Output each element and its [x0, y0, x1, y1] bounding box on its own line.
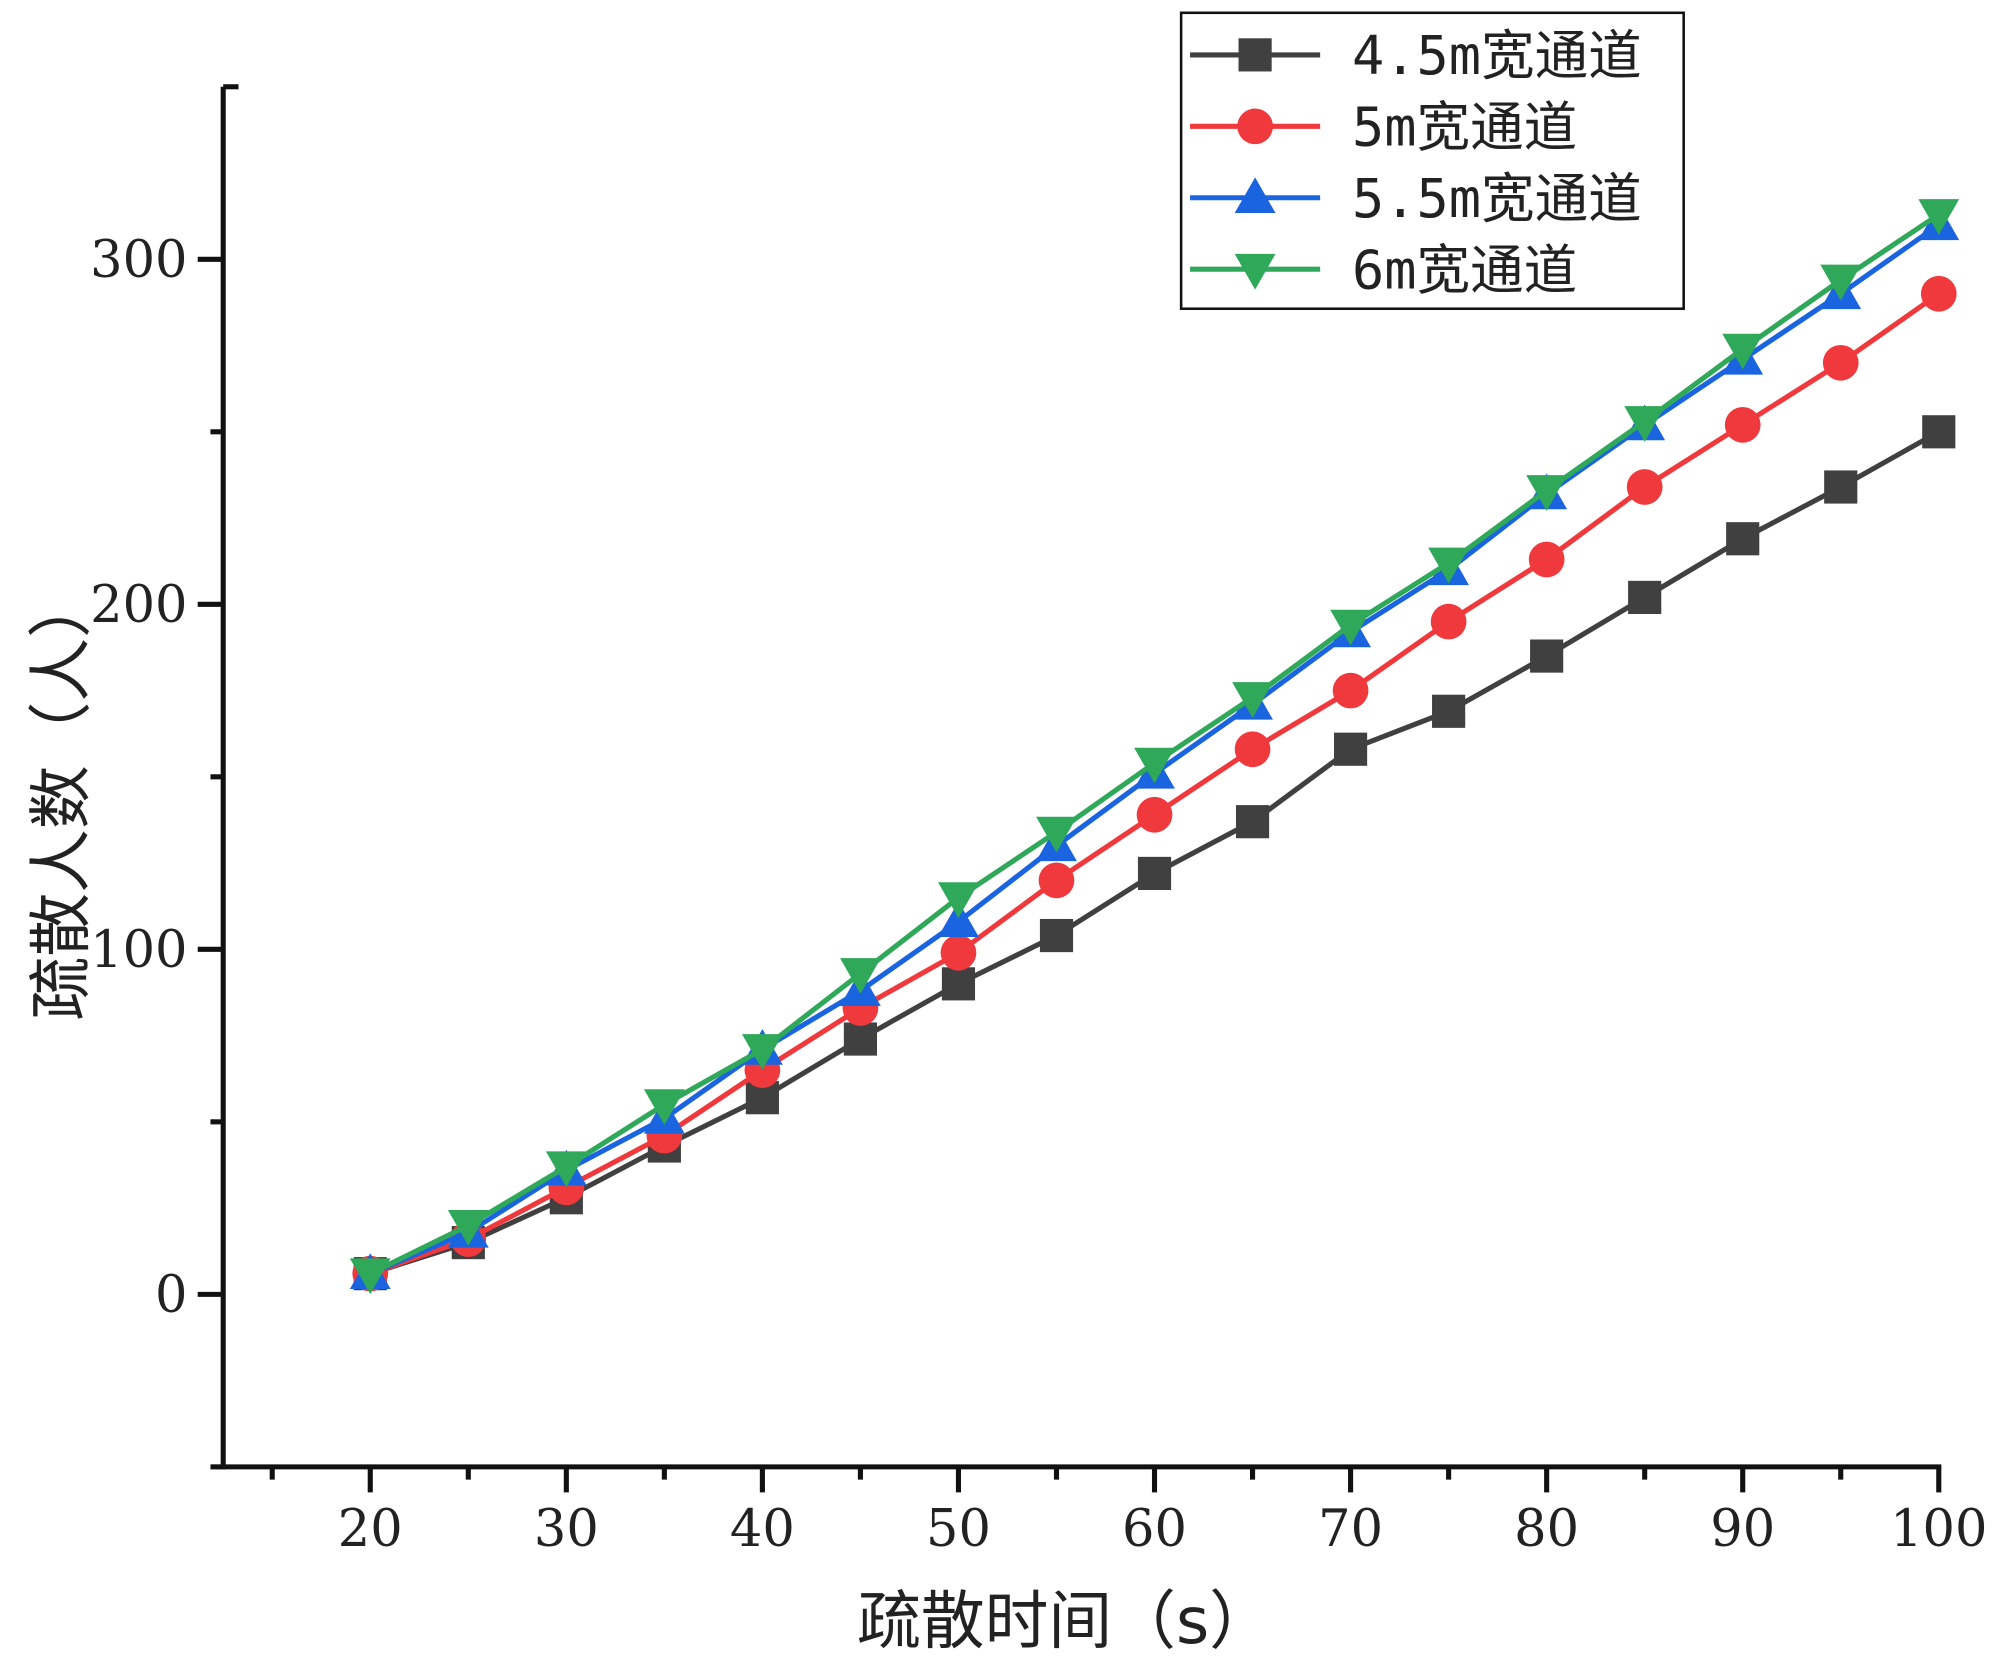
triangle-down-marker [1624, 406, 1666, 442]
y-tick-label: 300 [90, 231, 187, 290]
triangle-up-marker [938, 901, 979, 938]
x-tick-label: 20 [338, 1500, 403, 1559]
legend-label: 5.5m宽通道 [1352, 167, 1642, 230]
x-tick-label: 30 [534, 1500, 599, 1559]
legend-item: 5.5m宽通道 [1190, 167, 1642, 230]
triangle-down-marker [1722, 333, 1764, 370]
circle-marker [1920, 275, 1957, 312]
circle-marker [1528, 541, 1565, 578]
square-marker [1628, 580, 1662, 614]
square-marker [1238, 38, 1272, 72]
triangle-down-marker [1234, 253, 1276, 290]
square-marker [843, 1022, 878, 1056]
square-marker [1922, 415, 1956, 449]
triangle-down-marker [1134, 747, 1175, 784]
square-marker [1432, 694, 1466, 728]
square-marker [1235, 805, 1270, 839]
triangle-down-marker [447, 1210, 489, 1246]
circle-marker [1038, 862, 1075, 899]
square-marker [1334, 732, 1368, 766]
y-axis-label: 疏散人数（人） [25, 574, 99, 1020]
circle-marker [1234, 731, 1271, 768]
triangle-down-marker [741, 1034, 783, 1070]
circle-marker [940, 934, 977, 971]
legend-label: 5m宽通道 [1352, 95, 1577, 158]
square-marker [1726, 522, 1760, 556]
y-tick-label: 100 [90, 921, 187, 980]
y-tick-label: 200 [90, 576, 187, 635]
triangle-down-marker [1330, 609, 1371, 646]
x-tick-label: 60 [1122, 1500, 1187, 1559]
legend-item: 4.5m宽通道 [1190, 24, 1642, 87]
x-tick-label: 100 [1890, 1500, 1987, 1559]
series-3 [349, 199, 1960, 1295]
triangle-down-marker [643, 1089, 685, 1126]
series-group [349, 199, 1960, 1295]
series-0 [353, 415, 1956, 1291]
triangle-down-marker [545, 1151, 587, 1188]
triangle-down-marker [349, 1258, 391, 1295]
circle-marker [1626, 469, 1663, 505]
circle-marker [1822, 344, 1859, 381]
triangle-down-marker [1918, 199, 1960, 235]
square-marker [941, 967, 976, 1001]
x-tick-label: 40 [730, 1500, 795, 1559]
legend-item: 6m宽通道 [1190, 238, 1577, 301]
series-line [369, 212, 1941, 1276]
circle-marker [1136, 796, 1173, 833]
x-tick-label: 90 [1710, 1500, 1775, 1559]
triangle-down-marker [1526, 475, 1568, 511]
square-marker [1530, 639, 1564, 673]
x-axis-label: 疏散时间（s） [857, 1585, 1273, 1659]
triangle-down-marker [1428, 547, 1470, 584]
square-marker [1824, 470, 1858, 504]
y-tick-label: 0 [155, 1266, 187, 1325]
circle-marker [1724, 407, 1761, 443]
triangle-down-marker [1036, 816, 1077, 853]
x-tick-label: 70 [1318, 1500, 1383, 1559]
circle-marker [1332, 672, 1369, 709]
axes: 20 30 40 50 60 70 80 90 100 0 100 200 300 [90, 84, 1987, 1559]
legend-item: 5m宽通道 [1190, 95, 1577, 158]
x-tick-label: 50 [926, 1500, 991, 1559]
triangle-down-marker [1232, 682, 1273, 718]
circle-marker [1430, 603, 1467, 640]
legend: 4.5m宽通道 5m宽通道 5.5m宽通道 6m宽通道 [1179, 11, 1685, 310]
square-marker [1039, 918, 1074, 953]
square-marker [1137, 856, 1172, 891]
circle-marker [1237, 108, 1273, 145]
legend-label: 6m宽通道 [1352, 238, 1577, 301]
legend-label: 4.5m宽通道 [1352, 24, 1642, 87]
triangle-down-marker [1820, 264, 1862, 301]
triangle-down-marker [840, 958, 881, 994]
triangle-down-marker [938, 882, 979, 918]
triangle-up-marker [1234, 177, 1276, 214]
x-tick-label: 80 [1514, 1500, 1579, 1559]
